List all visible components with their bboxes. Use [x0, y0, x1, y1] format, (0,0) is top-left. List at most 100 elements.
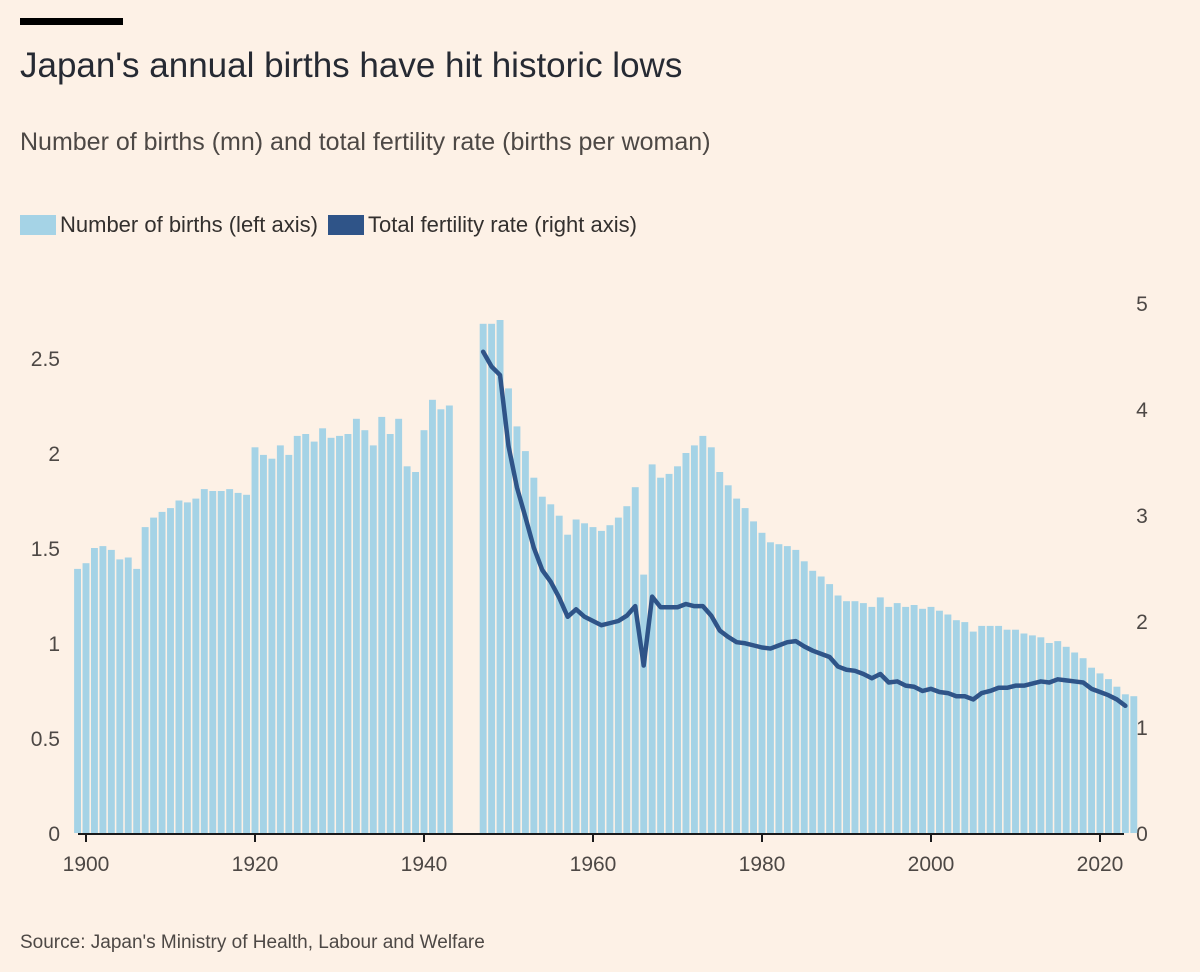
births-bar	[851, 601, 859, 833]
births-bar	[750, 521, 757, 833]
births-bar	[530, 477, 538, 833]
births-bar	[1045, 643, 1053, 833]
births-bar	[631, 487, 639, 833]
legend-item-fertility: Total fertility rate (right axis)	[327, 212, 637, 238]
right-tick-label: 2	[1136, 611, 1148, 634]
births-bar	[183, 502, 191, 833]
births-bar	[1020, 633, 1028, 833]
left-tick-label: 2	[48, 443, 60, 466]
births-bar	[902, 606, 910, 833]
births-bar	[648, 464, 656, 833]
births-bar	[657, 477, 665, 833]
births-bar	[513, 426, 521, 833]
legend: Number of births (left axis) Total ferti…	[20, 212, 647, 238]
births-bar	[1121, 694, 1129, 833]
births-bar	[1028, 635, 1036, 833]
header-rule	[20, 18, 123, 25]
x-tick-label: 2020	[1077, 853, 1124, 876]
births-bar	[581, 523, 588, 833]
births-bar	[961, 622, 969, 833]
births-bar	[420, 430, 428, 833]
births-bar	[167, 508, 174, 833]
births-bar	[150, 517, 158, 833]
births-bar	[758, 532, 766, 833]
fertility-line-layer	[480, 349, 1128, 709]
births-bar	[1054, 641, 1062, 833]
births-bars	[74, 320, 1138, 833]
right-tick-label: 5	[1136, 293, 1148, 316]
births-bar	[716, 472, 724, 833]
births-bar	[893, 603, 901, 833]
births-bar	[200, 489, 208, 833]
births-bar	[302, 434, 310, 833]
births-bar	[936, 610, 943, 833]
legend-item-births: Number of births (left axis)	[20, 212, 318, 238]
births-bar	[910, 605, 918, 833]
births-bar	[310, 441, 318, 833]
births-bar	[336, 435, 343, 833]
legend-swatch-fertility	[327, 215, 364, 235]
right-tick-label: 4	[1136, 399, 1148, 422]
births-bar	[817, 576, 825, 833]
births-bar	[690, 445, 698, 833]
births-bar	[783, 546, 791, 833]
births-bar	[1062, 646, 1070, 833]
births-bar	[386, 434, 394, 833]
births-bar	[260, 454, 267, 833]
births-bar	[589, 527, 597, 833]
births-bar	[834, 595, 842, 833]
births-bar	[606, 525, 614, 833]
births-bar	[234, 492, 242, 833]
births-bar	[395, 418, 403, 833]
births-bar	[488, 323, 496, 833]
births-bar	[1113, 686, 1121, 833]
left-tick-label: 1	[48, 633, 60, 656]
births-bar	[1130, 696, 1138, 833]
births-bar	[1105, 679, 1112, 833]
x-tick-label: 2000	[908, 853, 955, 876]
births-bar	[699, 435, 707, 833]
births-bar	[141, 527, 149, 833]
births-bar	[369, 445, 377, 833]
births-bar	[547, 504, 555, 833]
births-bar	[564, 534, 572, 833]
births-bar	[859, 603, 867, 833]
births-bar	[978, 625, 986, 833]
births-bar	[116, 559, 124, 833]
births-bar	[952, 620, 960, 833]
births-bar	[437, 409, 445, 833]
births-bar	[226, 489, 234, 833]
births-bar	[479, 323, 487, 833]
births-bar	[598, 530, 605, 833]
births-bar	[1088, 667, 1095, 833]
births-bar	[1037, 637, 1045, 833]
births-bar	[505, 388, 512, 833]
legend-swatch-births	[20, 215, 56, 235]
births-bar	[243, 494, 250, 833]
births-bar	[268, 458, 276, 833]
births-bar	[1079, 658, 1087, 833]
births-bar	[1071, 652, 1079, 833]
births-bar	[158, 511, 166, 833]
births-bar	[1003, 629, 1011, 833]
right-tick-label: 0	[1136, 823, 1148, 846]
births-bar	[792, 549, 800, 833]
births-bar	[1096, 673, 1104, 833]
births-bar	[521, 451, 529, 833]
births-bar	[209, 491, 217, 833]
births-bar	[809, 570, 817, 833]
right-tick-label: 3	[1136, 505, 1148, 528]
x-tick-label: 1900	[63, 853, 110, 876]
births-bar	[674, 466, 681, 833]
right-axis: 0 1 2 3 4 5	[1136, 293, 1148, 846]
x-tick-label: 1940	[401, 853, 448, 876]
births-bar	[412, 472, 419, 833]
births-bar	[192, 498, 200, 833]
legend-label-fertility: Total fertility rate (right axis)	[367, 212, 637, 237]
births-bar	[293, 435, 301, 833]
births-bar	[614, 517, 622, 833]
births-bar	[682, 453, 690, 833]
births-bar	[445, 405, 453, 833]
births-bar	[767, 542, 774, 833]
births-bar	[133, 568, 141, 833]
